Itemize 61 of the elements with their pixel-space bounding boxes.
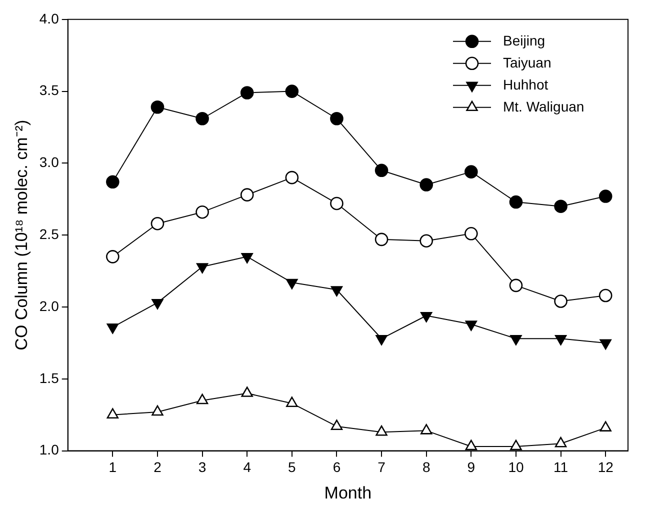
y-tick-label: 4.0 [39,10,60,26]
point [554,436,567,448]
x-tick-label: 12 [598,459,614,476]
point [598,190,612,203]
legend-label: Mt. Waliguan [503,98,584,114]
x-tick-label: 5 [288,459,296,476]
point [420,424,432,434]
point [510,440,522,450]
x-tick-label: 6 [332,459,341,476]
point [241,386,253,397]
point [150,216,164,230]
point [196,112,209,126]
point [196,394,208,404]
y-tick-label: 3.5 [39,82,60,98]
legend-label: Taiyuan [503,54,552,70]
point [509,195,523,209]
point [106,250,120,264]
y-tick-label: 2.5 [39,226,60,242]
point [285,84,299,98]
x-tick-label: 1 [108,459,117,476]
y-axis-title: CO Column (10¹⁸ molec. cm⁻²) [12,120,31,350]
x-tick-label: 7 [378,459,386,476]
x-tick-label: 11 [554,459,568,476]
legend-label: Beijing [503,32,546,48]
y-tick-label: 1.0 [39,442,60,458]
x-tick-label: 8 [422,459,430,476]
point [106,175,120,189]
point [196,205,209,219]
x-tick-label: 2 [154,459,162,476]
point [150,100,164,114]
y-tick-label: 1.5 [39,370,60,386]
y-tick-label: 2.0 [39,298,60,314]
point [509,278,523,292]
point [420,234,433,248]
point [376,425,388,436]
point [554,294,568,308]
x-tick-label: 9 [467,459,476,476]
x-tick-label: 3 [198,459,206,476]
point [106,408,119,418]
point [240,86,254,100]
point [240,188,254,202]
point [598,288,612,302]
point [330,196,344,210]
x-tick-label: 4 [243,459,252,476]
point [374,164,388,178]
point [600,421,612,432]
point [330,420,343,430]
point [420,178,433,192]
point [464,227,478,240]
point [374,232,388,246]
legend-label: Huhhot [503,76,548,92]
point [330,112,344,126]
point [285,170,299,184]
point [152,405,164,416]
x-axis-title: Month [324,483,372,502]
point [554,200,568,213]
point [465,440,478,450]
y-tick-label: 3.0 [39,154,60,170]
x-tick-label: 10 [508,459,524,476]
point [286,396,298,407]
point [464,165,478,178]
